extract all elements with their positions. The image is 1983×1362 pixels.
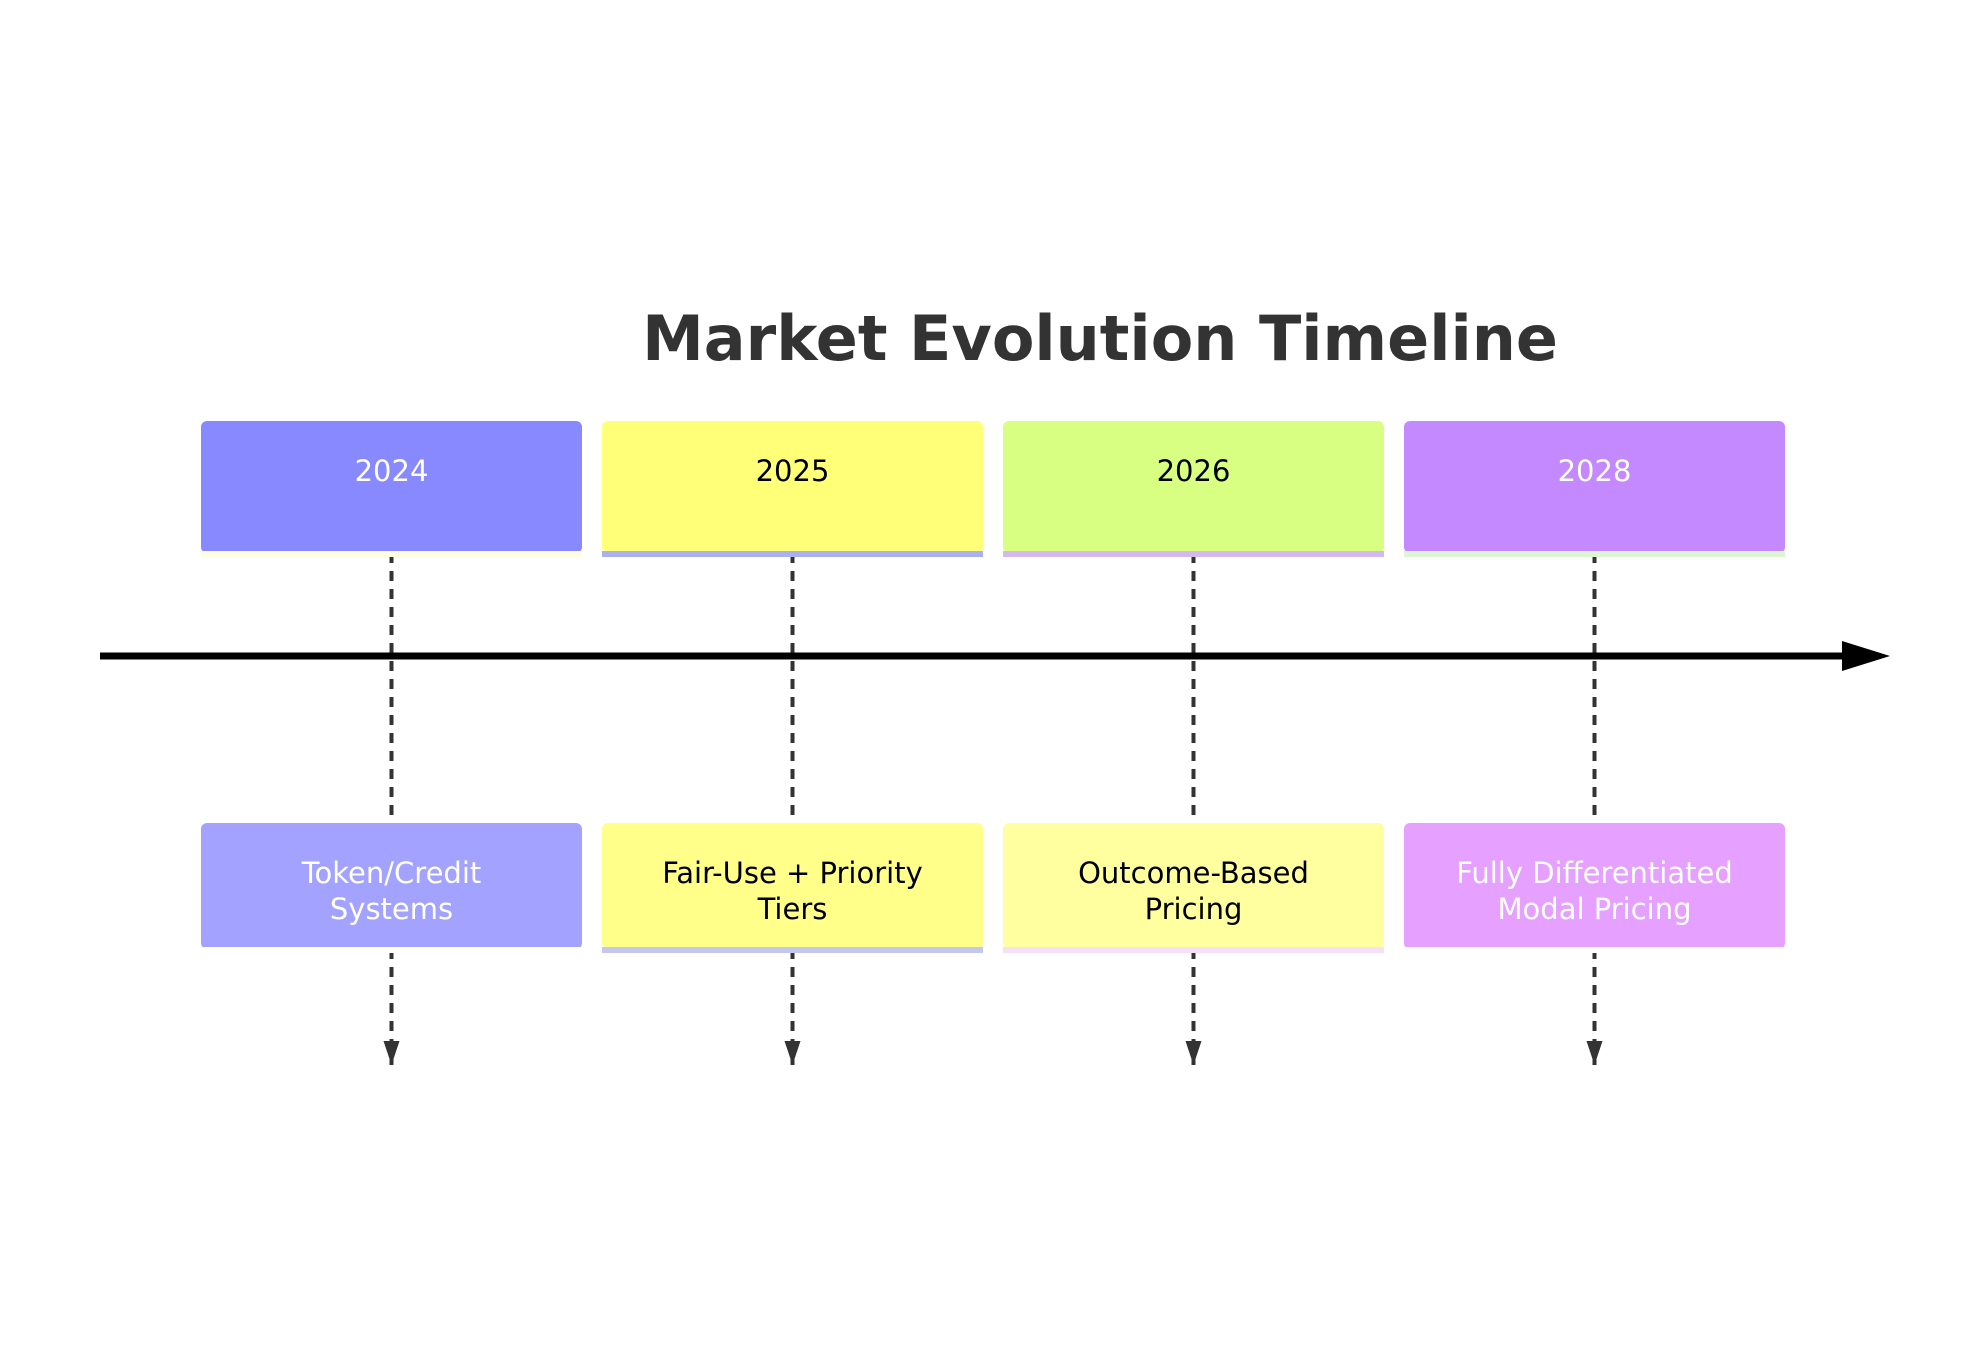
diagram-title: Market Evolution Timeline: [642, 302, 1558, 375]
year-box-2025: [602, 421, 983, 553]
event-label-line-2025-1: Tiers: [757, 892, 828, 926]
event-box-2025: [602, 823, 983, 949]
event-box-2028: [1404, 823, 1785, 949]
event-box-underline-2024: [201, 947, 582, 953]
timeline-axis-arrowhead: [1842, 641, 1890, 671]
event-label-line-2024-1: Systems: [330, 892, 453, 926]
connector-arrowhead-2026: [1185, 1041, 1202, 1065]
period-2028: 2028 Fully Differentiated Modal Pricing: [1404, 421, 1785, 953]
year-box-2026: [1003, 421, 1384, 553]
year-label-2028: 2028: [1558, 454, 1632, 488]
connector-layer: [383, 553, 1603, 1065]
connector-arrowhead-2025: [784, 1041, 801, 1065]
year-box-underline-2028: [1404, 551, 1785, 557]
event-box-2026: [1003, 823, 1384, 949]
event-label-line-2028-0: Fully Differentiated: [1456, 856, 1733, 890]
event-label-2026: Outcome-Based Pricing: [1078, 856, 1309, 926]
event-box-2024: [201, 823, 582, 949]
event-label-line-2028-1: Modal Pricing: [1498, 892, 1692, 926]
event-label-line-2025-0: Fair-Use + Priority: [662, 856, 923, 890]
period-2024: 2024 Token/Credit Systems: [201, 421, 582, 953]
period-2025: 2025 Fair-Use + Priority Tiers: [602, 421, 983, 953]
year-box-underline-2024: [201, 551, 582, 557]
event-box-underline-2028: [1404, 947, 1785, 953]
year-box-underline-2025: [602, 551, 983, 557]
connector-arrowhead-2028: [1586, 1041, 1603, 1065]
event-box-underline-2025: [602, 947, 983, 953]
connector-arrowhead-2024: [383, 1041, 400, 1065]
event-label-2024: Token/Credit Systems: [301, 856, 482, 926]
event-box-underline-2026: [1003, 947, 1384, 953]
event-label-line-2026-1: Pricing: [1145, 892, 1243, 926]
year-box-2028: [1404, 421, 1785, 553]
event-label-line-2026-0: Outcome-Based: [1078, 856, 1309, 890]
year-label-2026: 2026: [1157, 454, 1231, 488]
year-box-2024: [201, 421, 582, 553]
year-box-underline-2026: [1003, 551, 1384, 557]
period-2026: 2026 Outcome-Based Pricing: [1003, 421, 1384, 953]
event-label-line-2024-0: Token/Credit: [301, 856, 482, 890]
year-label-2024: 2024: [355, 454, 429, 488]
period-layer: 2024 Token/Credit Systems 2025 Fair-Use + Pr…: [201, 421, 1785, 953]
event-label-2025: Fair-Use + Priority Tiers: [662, 856, 923, 926]
event-label-2028: Fully Differentiated Modal Pricing: [1456, 856, 1733, 926]
year-label-2025: 2025: [756, 454, 830, 488]
axis-layer: [100, 641, 1890, 671]
